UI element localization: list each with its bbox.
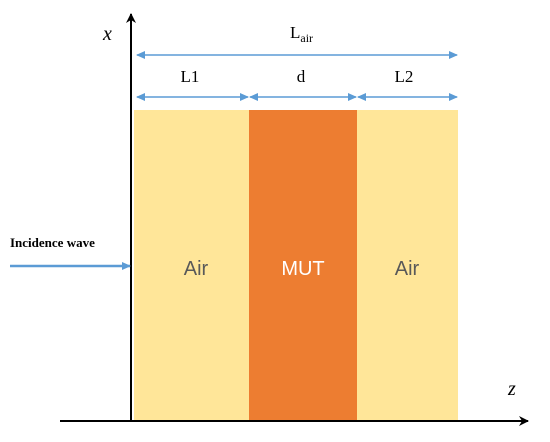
air-region-left xyxy=(134,110,249,420)
total-label: Lair xyxy=(290,23,313,45)
region-label: Air xyxy=(395,258,420,280)
region-label: Air xyxy=(184,258,209,280)
x-axis-label: x xyxy=(102,23,112,45)
total-label-main: L xyxy=(290,23,300,42)
air-region-right xyxy=(357,110,458,420)
total-label-sub: air xyxy=(300,31,313,45)
mut-region xyxy=(249,110,357,420)
middle-label: d xyxy=(297,67,306,86)
right-label: L2 xyxy=(395,67,414,86)
z-axis-label: z xyxy=(507,378,516,400)
region-label: MUT xyxy=(281,258,324,280)
source-label: Incidence wave xyxy=(10,235,95,250)
left-label: L1 xyxy=(181,67,200,86)
dimension-arrows xyxy=(136,51,458,101)
